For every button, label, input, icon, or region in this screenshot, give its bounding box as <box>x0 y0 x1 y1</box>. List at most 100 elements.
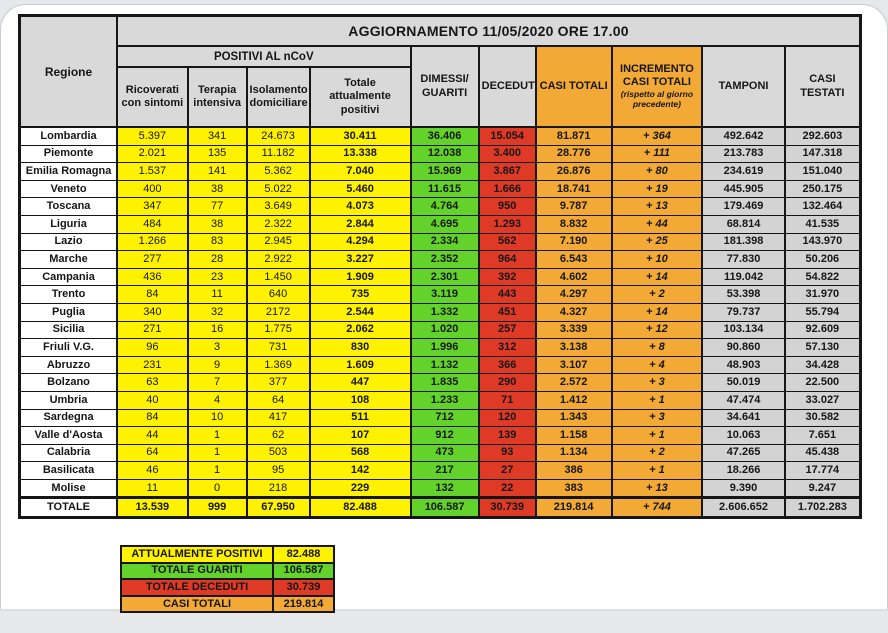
cell-regione: Marche <box>18 250 119 269</box>
cell-dimessi-guariti: 36.406 <box>409 126 480 146</box>
cell-tamponi: 47.474 <box>701 390 786 410</box>
cell-totale-positivi: 3.227 <box>308 250 412 269</box>
cell-casi-totali: 1.412 <box>534 390 613 410</box>
cell-ricoverati: 11 <box>116 478 189 499</box>
summary-value: 106.587 <box>272 561 335 581</box>
table-row: Lombardia 5.397 341 24.673 30.411 36.406 15.05… <box>18 126 862 146</box>
cell-casi-testati: 9.247 <box>783 478 862 499</box>
cell-terapia: 10 <box>186 408 248 428</box>
cell-deceduti: 120 <box>477 408 537 428</box>
cell-ricoverati: 484 <box>116 214 189 234</box>
cell-terapia: 1 <box>186 426 248 445</box>
cell-dimessi-guariti: 712 <box>409 408 480 428</box>
cell-tamponi: 18.266 <box>701 461 786 480</box>
cell-dimessi-guariti: 2.352 <box>409 250 480 269</box>
cell-casi-testati: 92.609 <box>783 320 862 340</box>
cell-incremento: + 2 <box>610 285 704 304</box>
cell-deceduti: 3.400 <box>477 144 537 164</box>
table-row: Liguria 484 38 2.322 2.844 4.695 1.293 8.832 + 4… <box>18 214 862 234</box>
cell-casi-totali: 383 <box>534 478 613 499</box>
cell-ricoverati: 5.397 <box>116 126 189 146</box>
table-row: Emilia Romagna 1.537 141 5.362 7.040 15.969 3.… <box>18 162 862 181</box>
cell-totale-positivi: 4.294 <box>308 232 412 252</box>
table-row: Piemonte 2.021 135 11.182 13.338 12.038 3.400 2… <box>18 144 862 164</box>
cell-dimessi-guariti: 1.332 <box>409 302 480 322</box>
cell-isolamento: 2.322 <box>245 214 311 234</box>
cell-terapia: 141 <box>186 162 248 181</box>
cell-casi-testati: 132.464 <box>783 197 862 216</box>
cell-regione: Campania <box>18 267 119 287</box>
cell-incremento: + 13 <box>610 197 704 216</box>
cell-isolamento: 5.362 <box>245 162 311 181</box>
update-title: AGGIORNAMENTO 11/05/2020 ORE 17.00 <box>116 14 862 47</box>
cell-incremento: + 13 <box>610 478 704 499</box>
cell-ricoverati: 84 <box>116 285 189 304</box>
cell-casi-totali: 4.602 <box>534 267 613 287</box>
cell-isolamento: 11.182 <box>245 144 311 164</box>
summary-value: 82.488 <box>272 545 335 564</box>
table-row: Campania 436 23 1.450 1.909 2.301 392 4.602 + 14… <box>18 267 862 287</box>
cell-casi-testati: 17.774 <box>783 461 862 480</box>
table-row: Puglia 340 32 2172 2.544 1.332 451 4.327 + 14 79.… <box>18 302 862 322</box>
cell-casi-totali: 3.339 <box>534 320 613 340</box>
cell-isolamento: 95 <box>245 461 311 480</box>
cell-dimessi-guariti: 1.233 <box>409 390 480 410</box>
table-row: Bolzano 63 7 377 447 1.835 290 2.572 + 3 50.019 22… <box>18 373 862 392</box>
cell-regione: Friuli V.G. <box>18 338 119 357</box>
cell-incremento: + 14 <box>610 302 704 322</box>
cell-tamponi: 234.619 <box>701 162 786 181</box>
cell-incremento: + 4 <box>610 355 704 375</box>
cell-totale-positivi: 142 <box>308 461 412 480</box>
cell-terapia: 77 <box>186 197 248 216</box>
cell-dimessi-guariti: 217 <box>409 461 480 480</box>
cell-dimessi-guariti: 1.996 <box>409 338 480 357</box>
cell-isolamento: 62 <box>245 426 311 445</box>
cell-tamponi: 9.390 <box>701 478 786 499</box>
cell-casi-totali: 81.871 <box>534 126 613 146</box>
cell-incremento: + 10 <box>610 250 704 269</box>
cell-dimessi-guariti: 2.334 <box>409 232 480 252</box>
cell-ricoverati: 400 <box>116 179 189 199</box>
cell-casi-totali: 18.741 <box>534 179 613 199</box>
cell-incremento: + 744 <box>610 496 704 519</box>
cell-tamponi: 119.042 <box>701 267 786 287</box>
cell-casi-totali: 9.787 <box>534 197 613 216</box>
cell-casi-testati: 22.500 <box>783 373 862 392</box>
cell-regione: TOTALE <box>18 496 119 519</box>
cell-incremento: + 12 <box>610 320 704 340</box>
cell-regione: Liguria <box>18 214 119 234</box>
cell-tamponi: 68.814 <box>701 214 786 234</box>
cell-terapia: 23 <box>186 267 248 287</box>
cell-terapia: 999 <box>186 496 248 519</box>
cell-dimessi-guariti: 12.038 <box>409 144 480 164</box>
cell-deceduti: 30.739 <box>477 496 537 519</box>
summary-label: ATTUALMENTE POSITIVI <box>120 545 274 564</box>
cell-deceduti: 562 <box>477 232 537 252</box>
cell-regione: Sardegna <box>18 408 119 428</box>
cell-ricoverati: 1.537 <box>116 162 189 181</box>
column-header-casi-totali: CASI TOTALI <box>534 45 613 128</box>
cell-tamponi: 492.642 <box>701 126 786 146</box>
cell-totale-positivi: 735 <box>308 285 412 304</box>
cell-regione: Umbria <box>18 390 119 410</box>
cell-casi-testati: 31.970 <box>783 285 862 304</box>
cell-isolamento: 3.649 <box>245 197 311 216</box>
cell-incremento: + 3 <box>610 408 704 428</box>
cell-incremento: + 8 <box>610 338 704 357</box>
cell-deceduti: 1.666 <box>477 179 537 199</box>
table-row: Veneto 400 38 5.022 5.460 11.615 1.666 18.741 + … <box>18 179 862 199</box>
cell-tamponi: 77.830 <box>701 250 786 269</box>
cell-isolamento: 64 <box>245 390 311 410</box>
cell-tamponi: 79.737 <box>701 302 786 322</box>
cell-tamponi: 53.398 <box>701 285 786 304</box>
cell-incremento: + 80 <box>610 162 704 181</box>
cell-tamponi: 47.265 <box>701 443 786 463</box>
cell-terapia: 4 <box>186 390 248 410</box>
cell-deceduti: 22 <box>477 478 537 499</box>
cell-ricoverati: 277 <box>116 250 189 269</box>
cell-ricoverati: 64 <box>116 443 189 463</box>
cell-incremento: + 19 <box>610 179 704 199</box>
cell-dimessi-guariti: 4.695 <box>409 214 480 234</box>
cell-regione: Emilia Romagna <box>18 162 119 181</box>
